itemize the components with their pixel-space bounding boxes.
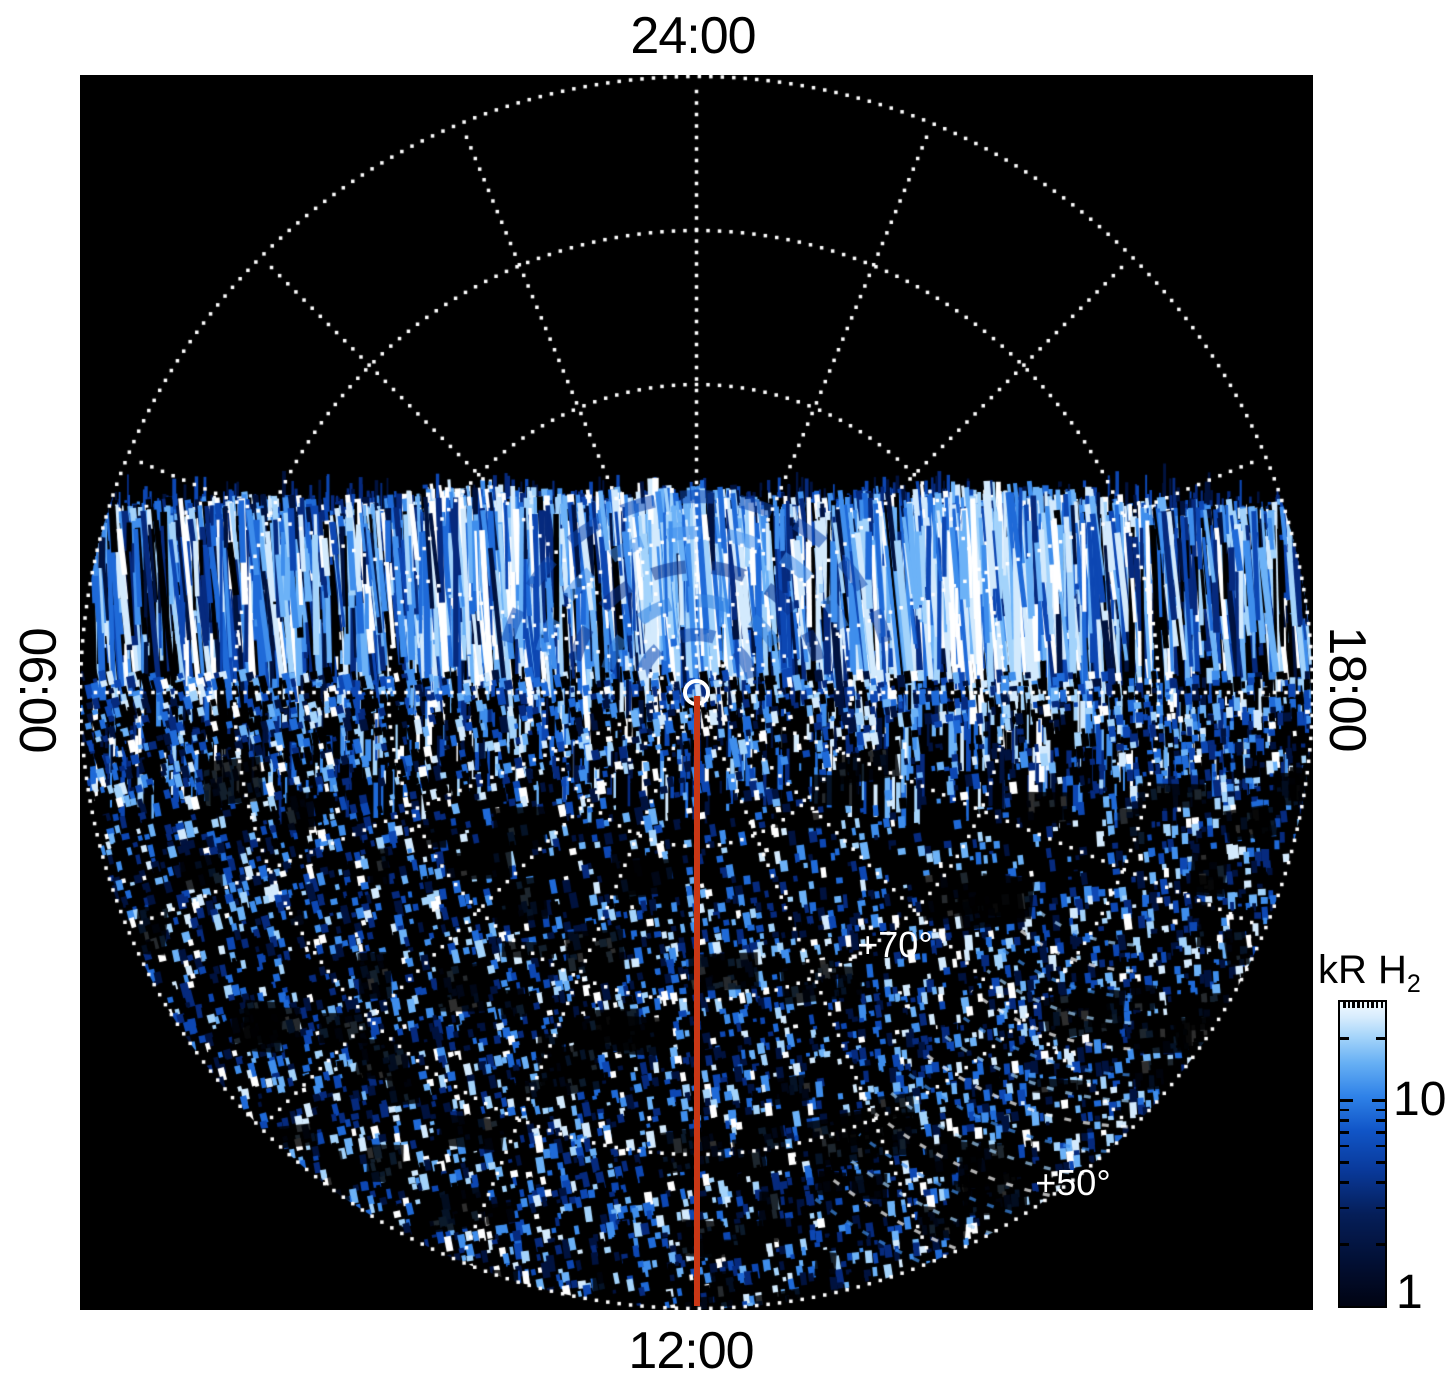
noon-meridian-line (694, 696, 700, 1306)
colorbar-tick-label-10: 10 (1393, 1073, 1447, 1126)
colorbar-tick (1340, 1206, 1349, 1210)
colorbar-top-tick (1352, 1002, 1355, 1008)
colorbar-tick (1376, 1108, 1385, 1112)
colorbar-top-tick (1357, 1002, 1360, 1008)
colorbar-tick (1376, 1131, 1385, 1134)
colorbar-top-tick (1366, 1002, 1369, 1008)
colorbar-tick (1376, 1181, 1385, 1184)
local-time-label-bottom: 12:00 (628, 1322, 754, 1380)
colorbar-tick (1340, 1161, 1349, 1164)
colorbar-tick (1372, 1099, 1385, 1102)
colorbar-top-tick (1361, 1002, 1365, 1008)
colorbar-tick (1340, 1119, 1349, 1122)
colorbar-tick (1376, 1144, 1385, 1148)
colorbar-tick (1376, 1037, 1385, 1040)
colorbar-top-tick (1347, 1002, 1351, 1008)
colorbar-tick (1340, 1243, 1349, 1246)
colorbar-tick-label-1: 1 (1396, 1266, 1423, 1319)
latitude-label-70: +70° (857, 924, 933, 965)
colorbar-tick (1340, 1181, 1349, 1184)
colorbar (1338, 1000, 1387, 1308)
colorbar-tick (1376, 1243, 1385, 1246)
colorbar-tick (1340, 1131, 1349, 1134)
colorbar-tick (1340, 1144, 1349, 1148)
colorbar-tick (1340, 1037, 1349, 1040)
colorbar-top-tick (1380, 1002, 1384, 1008)
latitude-label-50: +50° (1035, 1162, 1111, 1203)
colorbar-top-tick (1371, 1002, 1374, 1008)
colorbar-tick (1340, 1099, 1353, 1102)
colorbar-tick (1376, 1206, 1385, 1210)
colorbar-top-tick (1343, 1002, 1346, 1008)
local-time-label-right: 18:00 (1318, 626, 1376, 752)
colorbar-tick (1340, 1108, 1349, 1112)
local-time-label-top: 24:00 (630, 7, 756, 65)
colorbar-tick (1376, 1161, 1385, 1164)
colorbar-title-subscript: 2 (1406, 970, 1421, 998)
colorbar-tick (1376, 1119, 1385, 1122)
local-time-label-left: 06:00 (8, 627, 66, 753)
polar-plot-area: +70° +50° (80, 75, 1313, 1310)
colorbar-title-main: kR H (1318, 948, 1407, 992)
colorbar-top-tick (1375, 1002, 1379, 1008)
colorbar-title: kR H2 (1318, 948, 1421, 999)
